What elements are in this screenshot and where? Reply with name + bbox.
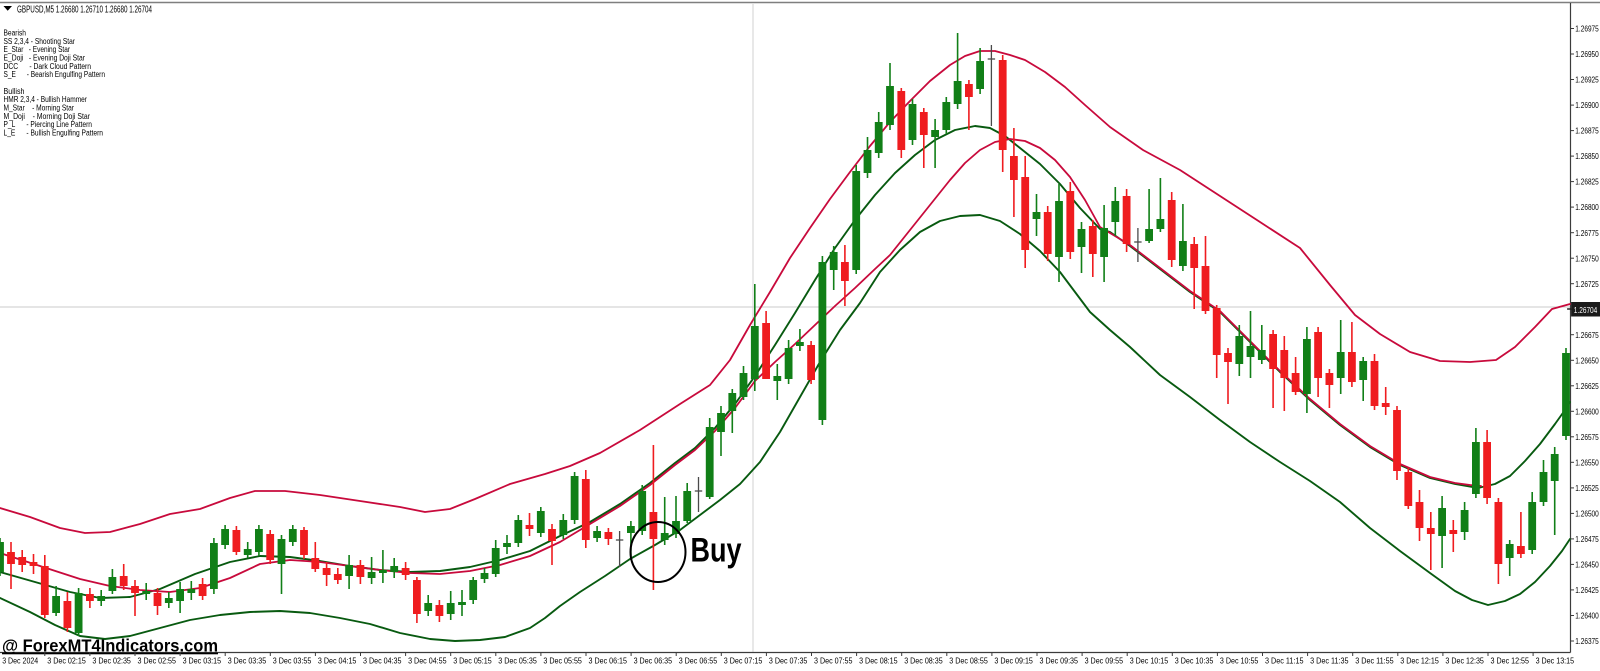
svg-text:3 Dec 02:35: 3 Dec 02:35	[92, 656, 131, 666]
svg-text:3 Dec 03:15: 3 Dec 03:15	[183, 656, 222, 666]
svg-text:1.26550: 1.26550	[1575, 457, 1599, 467]
svg-text:3 Dec 10:15: 3 Dec 10:15	[1130, 656, 1169, 666]
svg-text:Bearish: Bearish	[4, 29, 27, 38]
svg-text:3 Dec 2024: 3 Dec 2024	[2, 656, 38, 666]
svg-text:3 Dec 07:55: 3 Dec 07:55	[814, 656, 853, 666]
svg-text:1.26600: 1.26600	[1575, 406, 1599, 416]
svg-text:1.26704: 1.26704	[1574, 305, 1598, 315]
svg-text:3 Dec 11:55: 3 Dec 11:55	[1355, 656, 1394, 666]
svg-text:3 Dec 07:35: 3 Dec 07:35	[769, 656, 808, 666]
svg-text:3 Dec 08:15: 3 Dec 08:15	[859, 656, 898, 666]
svg-text:3 Dec 12:35: 3 Dec 12:35	[1445, 656, 1484, 666]
svg-text:3 Dec 11:35: 3 Dec 11:35	[1310, 656, 1349, 666]
svg-text:L_E - Bullish Engulfing P: L_E - Bullish Engulfing Pattern	[4, 129, 104, 138]
svg-text:3 Dec 12:55: 3 Dec 12:55	[1491, 656, 1530, 666]
svg-text:Buy: Buy	[691, 532, 742, 570]
svg-text:1.26450: 1.26450	[1575, 560, 1599, 570]
svg-text:1.26650: 1.26650	[1575, 355, 1599, 365]
svg-text:3 Dec 05:15: 3 Dec 05:15	[453, 656, 492, 666]
svg-text:DCC - Dark Cloud Pattern: DCC - Dark Cloud Pattern	[4, 62, 92, 71]
svg-text:3 Dec 09:55: 3 Dec 09:55	[1085, 656, 1124, 666]
svg-text:1.26525: 1.26525	[1575, 483, 1599, 493]
svg-text:1.26900: 1.26900	[1575, 100, 1599, 110]
svg-text:1.26425: 1.26425	[1575, 585, 1599, 595]
svg-text:1.26800: 1.26800	[1575, 202, 1599, 212]
svg-text:1.26475: 1.26475	[1575, 534, 1599, 544]
svg-text:1.26375: 1.26375	[1575, 636, 1599, 646]
svg-text:@ ForexMT4Indicators.com: @ ForexMT4Indicators.com	[2, 636, 218, 656]
svg-text:1.26850: 1.26850	[1575, 151, 1599, 161]
svg-text:1.26775: 1.26775	[1575, 228, 1599, 238]
svg-text:3 Dec 09:35: 3 Dec 09:35	[1040, 656, 1079, 666]
svg-text:3 Dec 08:55: 3 Dec 08:55	[949, 656, 988, 666]
svg-text:3 Dec 04:15: 3 Dec 04:15	[318, 656, 357, 666]
svg-text:3 Dec 13:15: 3 Dec 13:15	[1536, 656, 1575, 666]
svg-text:1.26675: 1.26675	[1575, 330, 1599, 340]
svg-text:3 Dec 06:55: 3 Dec 06:55	[679, 656, 718, 666]
svg-text:3 Dec 02:15: 3 Dec 02:15	[47, 656, 86, 666]
svg-text:3 Dec 09:15: 3 Dec 09:15	[994, 656, 1033, 666]
svg-text:1.26950: 1.26950	[1575, 49, 1599, 59]
svg-text:GBPUSD,M5 1.26680 1.26710 1.2: GBPUSD,M5 1.26680 1.26710 1.26680 1.2670…	[17, 5, 152, 16]
svg-text:SS 2,3,4 - Shooting Star: SS 2,3,4 - Shooting Star	[4, 37, 76, 46]
svg-text:1.26725: 1.26725	[1575, 279, 1599, 289]
svg-text:3 Dec 05:55: 3 Dec 05:55	[543, 656, 582, 666]
svg-text:1.26400: 1.26400	[1575, 611, 1599, 621]
svg-text:1.26750: 1.26750	[1575, 253, 1599, 263]
svg-text:3 Dec 06:35: 3 Dec 06:35	[634, 656, 673, 666]
svg-text:3 Dec 04:35: 3 Dec 04:35	[363, 656, 402, 666]
svg-text:M_Star - Morning Star: M_Star - Morning Star	[4, 104, 75, 113]
svg-text:3 Dec 06:15: 3 Dec 06:15	[589, 656, 628, 666]
svg-text:1.26825: 1.26825	[1575, 177, 1599, 187]
svg-text:1.26625: 1.26625	[1575, 381, 1599, 391]
svg-text:E_Star - Evening Star: E_Star - Evening Star	[4, 45, 71, 54]
svg-text:3 Dec 10:55: 3 Dec 10:55	[1220, 656, 1259, 666]
svg-text:3 Dec 03:35: 3 Dec 03:35	[228, 656, 267, 666]
svg-text:P_L - Piercing Line Patte: P_L - Piercing Line Pattern	[4, 120, 93, 129]
svg-text:1.26875: 1.26875	[1575, 126, 1599, 136]
svg-text:3 Dec 05:35: 3 Dec 05:35	[498, 656, 537, 666]
svg-text:M_Doji - Morning Doji Star: M_Doji - Morning Doji Star	[4, 112, 91, 121]
svg-text:1.26925: 1.26925	[1575, 75, 1599, 85]
svg-text:3 Dec 03:55: 3 Dec 03:55	[273, 656, 312, 666]
svg-text:S_E - Bearish Engulfing P: S_E - Bearish Engulfing Pattern	[4, 70, 106, 79]
svg-text:3 Dec 02:55: 3 Dec 02:55	[138, 656, 177, 666]
svg-text:3 Dec 08:35: 3 Dec 08:35	[904, 656, 943, 666]
svg-text:3 Dec 12:15: 3 Dec 12:15	[1400, 656, 1439, 666]
svg-text:1.26575: 1.26575	[1575, 432, 1599, 442]
svg-text:1.26500: 1.26500	[1575, 509, 1599, 519]
svg-text:1.26975: 1.26975	[1575, 24, 1599, 34]
svg-text:E_Doji - Evening Doji Star: E_Doji - Evening Doji Star	[4, 54, 86, 63]
svg-text:3 Dec 07:15: 3 Dec 07:15	[724, 656, 763, 666]
svg-text:3 Dec 04:55: 3 Dec 04:55	[408, 656, 447, 666]
svg-text:HMR 2,3,4 - Bullish Hammer: HMR 2,3,4 - Bullish Hammer	[4, 95, 88, 104]
svg-text:3 Dec 10:35: 3 Dec 10:35	[1175, 656, 1214, 666]
svg-text:Bullish: Bullish	[4, 87, 25, 96]
svg-text:3 Dec 11:15: 3 Dec 11:15	[1265, 656, 1304, 666]
